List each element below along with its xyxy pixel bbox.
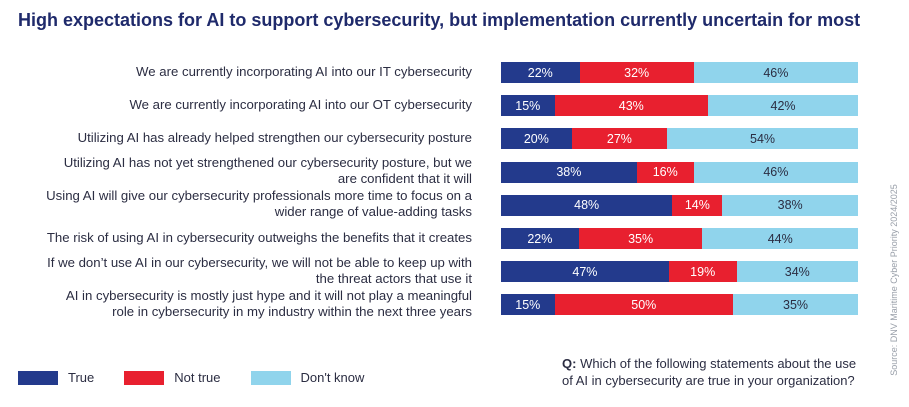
bar-segment-true: 15% [501,294,555,316]
bar-segment-true: 47% [501,261,669,283]
row-label: The risk of using AI in cybersecurity ou… [2,230,472,246]
row-label: If we don’t use AI in our cybersecurity,… [2,255,472,287]
bar-segment-not-true: 32% [579,62,694,83]
bar-segment-true: 22% [501,228,579,249]
legend-swatch-dont-know [250,370,291,385]
stacked-bar: 15% 43% 42% [501,95,858,117]
row-label: AI in cybersecurity is mostly just hype … [2,288,472,320]
row-label-line: role in cybersecurity in my industry wit… [112,303,472,319]
bar-segment-dont-know: 34% [736,261,858,283]
chart-title: High expectations for AI to support cybe… [18,10,861,30]
legend-label-not-true: Not true [174,370,221,385]
row-label: We are currently incorporating AI into o… [2,97,472,113]
row-label-line: are confident that it will [337,171,472,187]
bar-segment-not-true: 35% [578,228,703,249]
bar-segment-not-true: 16% [636,161,694,183]
bar-segment-true: 22% [501,62,580,83]
row-label: We are currently incorporating AI into o… [2,64,472,80]
stacked-bar: 15% 50% 35% [501,294,858,316]
stacked-bar: 22% 35% 44% [501,228,858,249]
bar-segment-not-true: 50% [554,294,734,316]
question-line-1: Which of the following statements about … [576,356,857,371]
stacked-bar: 38% 16% 46% [501,161,858,183]
bar-segment-dont-know: 46% [693,161,858,183]
legend-label-true: True [68,370,95,385]
bar-segment-not-true: 14% [672,194,723,216]
bar-segment-true: 48% [501,194,673,216]
bar-segment-true: 20% [501,128,572,150]
stacked-bar: 22% 32% 46% [501,62,858,83]
row-label-line: Utilizing AI has already helped strength… [77,129,472,145]
legend-item-dont-know: Don't know [250,370,365,385]
row-label-line: We are currently incorporating AI into o… [136,63,472,79]
stacked-bar: 48% 14% 38% [501,194,858,216]
bar-segment-dont-know: 42% [708,95,858,117]
bar-segment-not-true: 43% [554,95,709,117]
question-line-2: of AI in cybersecurity are true in your … [562,373,855,388]
row-label-line: The risk of using AI in cybersecurity ou… [46,229,472,245]
stacked-bar: 20% 27% 54% [501,128,858,150]
bar-segment-not-true: 19% [668,261,737,283]
row-label-line: We are currently incorporating AI into o… [129,96,472,112]
row-label: Utilizing AI has already helped strength… [2,130,472,146]
row-label-line: AI in cybersecurity is mostly just hype … [65,287,472,303]
legend-item-not-true: Not true [124,370,221,385]
question-prefix: Q: [562,356,577,371]
bar-segment-not-true: 27% [571,128,668,150]
survey-question: Q: Which of the following statements abo… [562,355,856,389]
row-label-line: Using AI will give our cybersecurity pro… [46,188,472,204]
row-label-line: Utilizing AI has not yet strengthened ou… [63,155,472,171]
bar-segment-dont-know: 54% [667,128,858,150]
bar-segment-dont-know: 38% [722,194,858,216]
stacked-bar: 47% 19% 34% [501,261,858,283]
legend-swatch-true [18,370,58,385]
legend-label-dont-know: Don't know [300,370,365,385]
legend-swatch-not-true [124,370,165,385]
bar-segment-true: 15% [501,95,555,117]
legend-item-true: True [18,370,94,385]
row-label: Using AI will give our cybersecurity pro… [2,188,472,220]
bar-segment-dont-know: 46% [693,62,858,83]
bar-segment-dont-know: 44% [702,228,858,249]
legend: True Not true Don't know [18,370,394,385]
bar-segment-dont-know: 35% [733,294,858,316]
source-note: Source: DNV Maritime Cyber Priority 2024… [889,184,899,376]
bar-segment-true: 38% [501,161,637,183]
row-label-line: wider range of value-adding tasks [274,204,472,220]
row-label-line: the threat actors that use it [315,270,472,286]
row-label-line: If we don’t use AI in our cybersecurity,… [47,254,472,270]
row-label: Utilizing AI has not yet strengthened ou… [2,155,472,187]
